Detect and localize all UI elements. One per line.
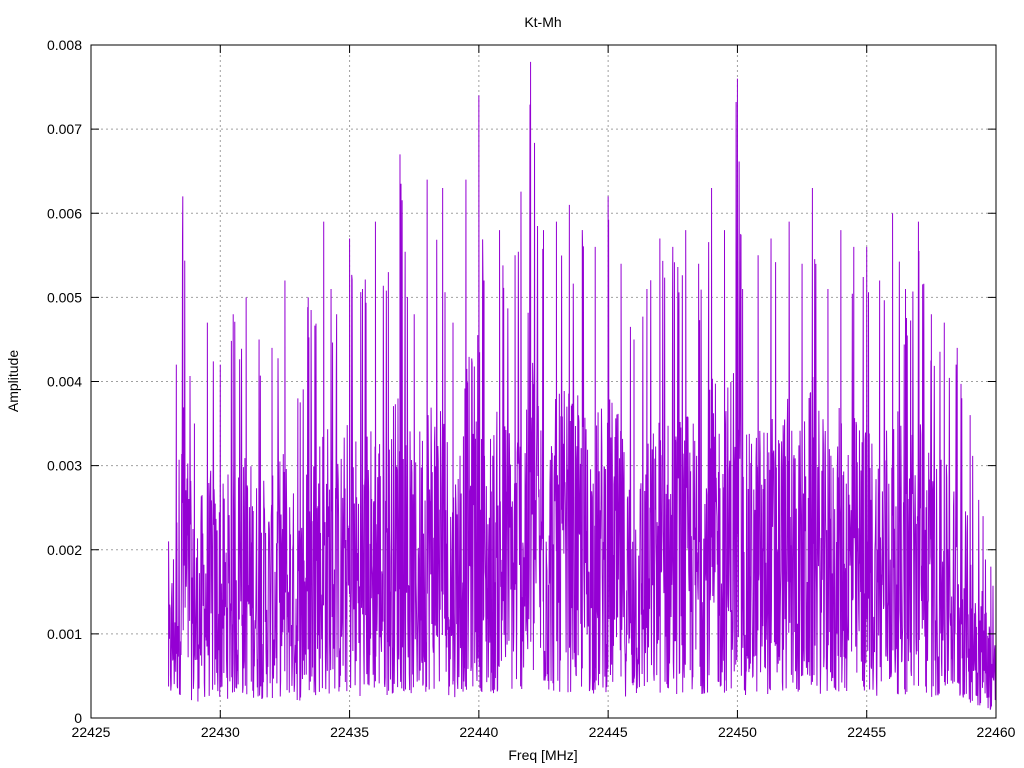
axis-ticks bbox=[90, 44, 997, 719]
x-tick-label: 22440 bbox=[459, 724, 498, 740]
y-tick-label: 0.001 bbox=[47, 626, 82, 642]
x-tick-label: 22455 bbox=[847, 724, 886, 740]
y-axis-label: Amplitude bbox=[5, 350, 21, 412]
y-tick-label: 0 bbox=[74, 710, 82, 726]
x-tick-label: 22460 bbox=[977, 724, 1016, 740]
x-tick-label: 22450 bbox=[718, 724, 757, 740]
x-tick-label: 22445 bbox=[589, 724, 628, 740]
y-tick-label: 0.003 bbox=[47, 458, 82, 474]
x-tick-label: 22435 bbox=[330, 724, 369, 740]
x-tick-label: 22430 bbox=[201, 724, 240, 740]
y-tick-label: 0.002 bbox=[47, 542, 82, 558]
x-tick-label: 22425 bbox=[72, 724, 111, 740]
y-tick-label: 0.008 bbox=[47, 37, 82, 53]
series-line bbox=[168, 61, 997, 710]
y-tick-label: 0.005 bbox=[47, 289, 82, 305]
y-tick-label: 0.007 bbox=[47, 121, 82, 137]
x-axis-label: Freq [MHz] bbox=[508, 747, 577, 763]
y-tick-label: 0.006 bbox=[47, 205, 82, 221]
y-tick-label: 0.004 bbox=[47, 374, 82, 390]
chart-title: Kt-Mh bbox=[524, 14, 561, 30]
series-layer bbox=[168, 61, 997, 710]
